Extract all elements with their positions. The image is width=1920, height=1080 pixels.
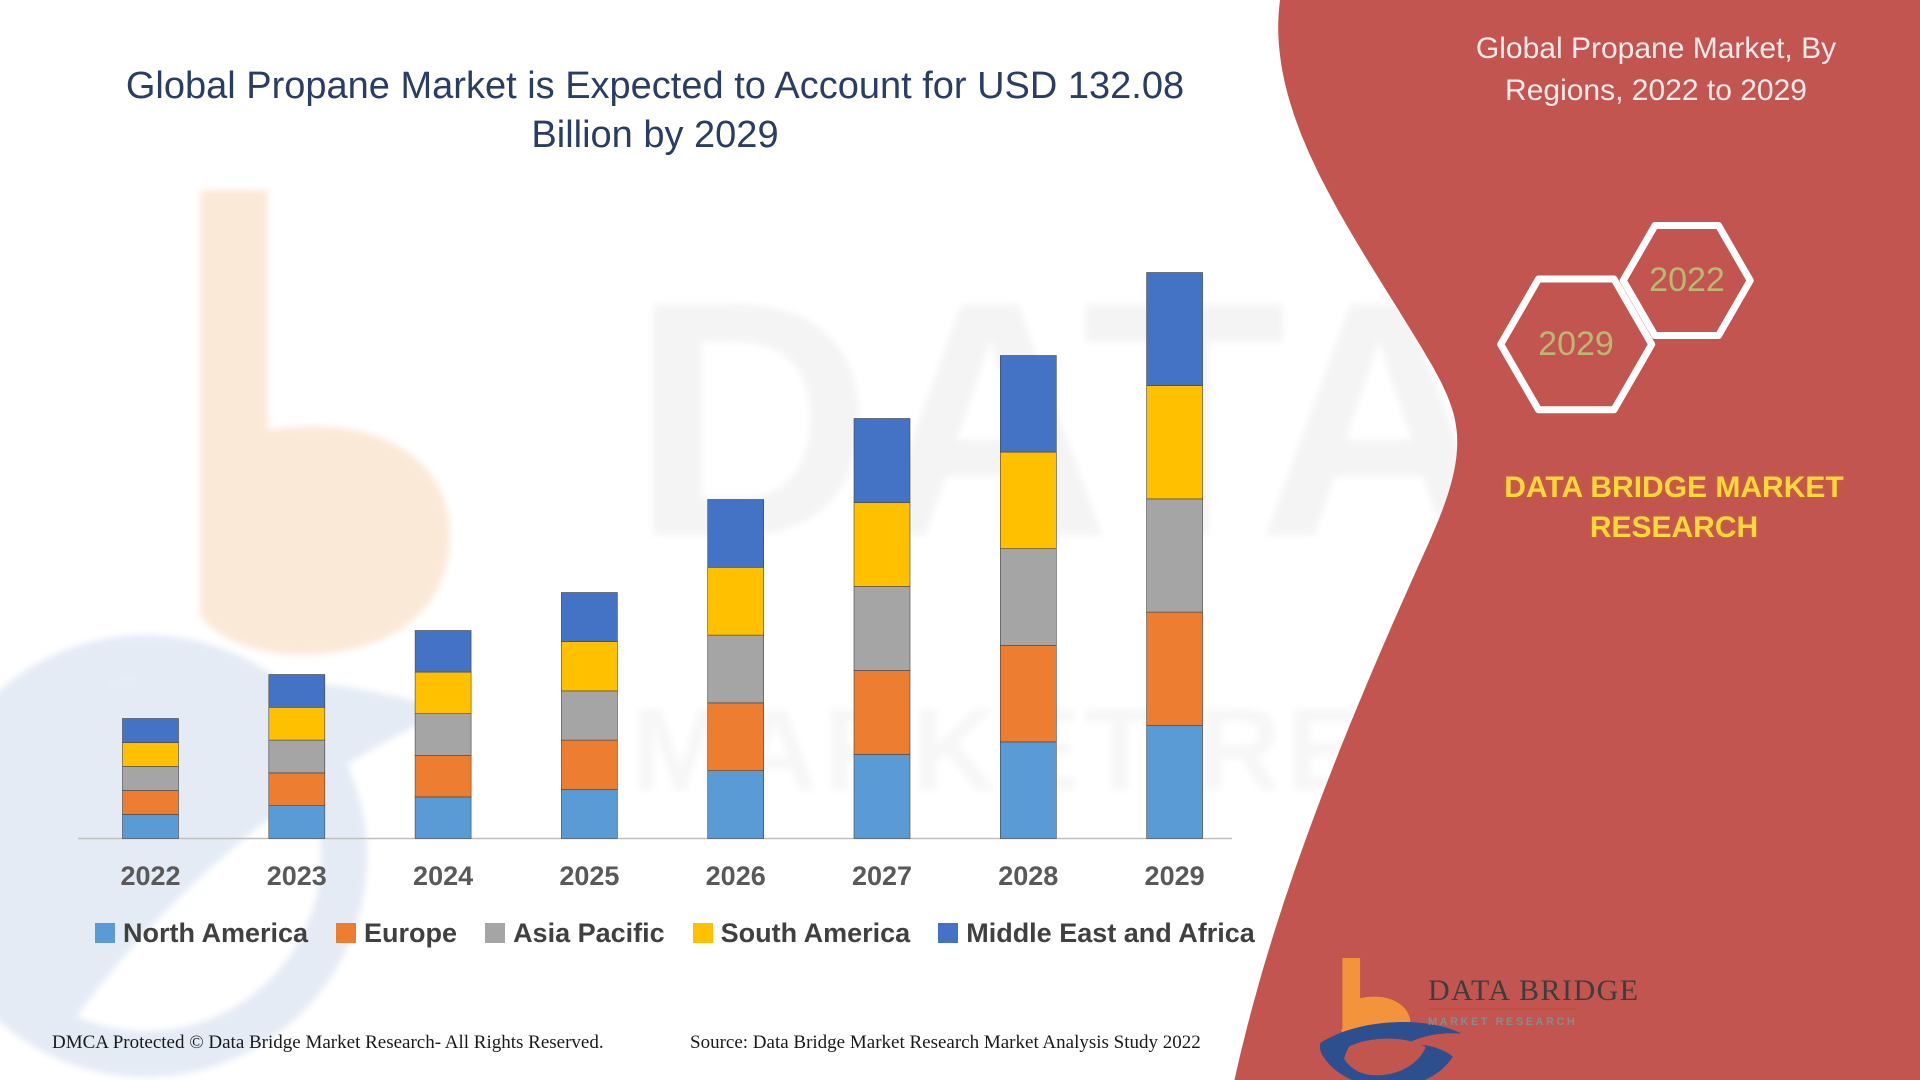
svg-text:DATA BRIDGE: DATA BRIDGE — [1428, 974, 1640, 1007]
svg-text:MARKET RESEARCH: MARKET RESEARCH — [1428, 1016, 1577, 1028]
